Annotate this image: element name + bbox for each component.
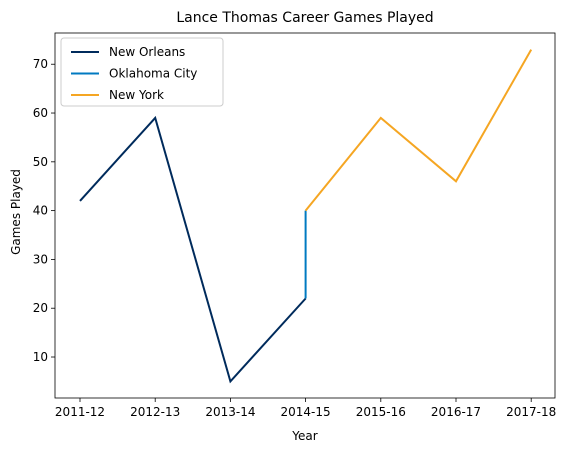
x-tick-label: 2017-18 <box>506 405 556 419</box>
legend-label: New Orleans <box>109 45 185 59</box>
x-tick-label: 2014-15 <box>281 405 331 419</box>
x-axis-title: Year <box>291 429 317 443</box>
x-tick-label: 2012-13 <box>130 405 180 419</box>
x-tick-label: 2013-14 <box>205 405 255 419</box>
x-tick-label: 2015-16 <box>356 405 406 419</box>
y-tick-label: 20 <box>33 301 48 315</box>
y-tick-label: 50 <box>33 155 48 169</box>
x-tick-label: 2011-12 <box>55 405 105 419</box>
y-tick-label: 70 <box>33 57 48 71</box>
series-line-new-orleans <box>79 115 307 384</box>
y-tick-label: 30 <box>33 252 48 266</box>
legend: New Orleans Oklahoma City New York <box>60 37 224 107</box>
legend-box <box>60 37 224 107</box>
y-tick-label: 40 <box>33 204 48 218</box>
legend-label: New York <box>109 88 164 102</box>
y-axis-title: Games Played <box>9 169 23 255</box>
chart-title: Lance Thomas Career Games Played <box>176 10 433 26</box>
legend-label: Oklahoma City <box>109 67 197 81</box>
x-tick-label: 2016-17 <box>431 405 481 419</box>
y-tick-label: 60 <box>33 106 48 120</box>
plot-frame <box>54 32 556 399</box>
series-line-new-york <box>304 49 533 212</box>
y-tick-label: 10 <box>33 350 48 364</box>
plot-area: 2011-12 2012-13 2013-14 2014-15 2015-16 2016-… <box>33 32 556 419</box>
